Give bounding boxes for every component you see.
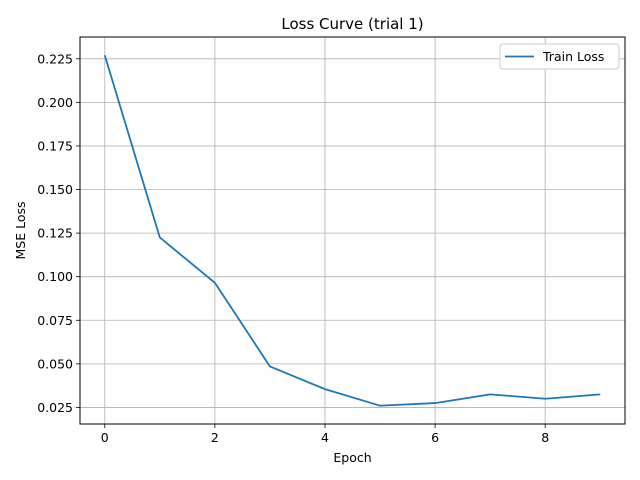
legend: Train Loss [499, 43, 620, 70]
series-line-train-loss [103, 55, 601, 407]
x-tick-label: 0 [101, 430, 109, 445]
legend-box [499, 43, 620, 70]
y-tick-label: 0.075 [37, 313, 73, 328]
y-axis-label: MSE Loss [13, 201, 28, 259]
y-tick-label: 0.175 [37, 138, 73, 153]
grid [80, 37, 625, 424]
y-axis-ticks: 0.025 0.050 0.075 0.100 0.125 0.150 0.175 0.200… [37, 51, 80, 415]
x-tick-label: 6 [431, 430, 439, 445]
x-tick-label: 4 [321, 430, 329, 445]
y-tick-label: 0.150 [37, 182, 73, 197]
y-tick-label: 0.200 [37, 95, 73, 110]
y-tick-label: 0.100 [37, 269, 73, 284]
legend-label: Train Loss [542, 49, 604, 64]
y-tick-label: 0.125 [37, 226, 73, 241]
y-tick-label: 0.025 [37, 400, 73, 415]
x-axis-label: Epoch [333, 450, 371, 465]
plot-frame [79, 36, 626, 425]
y-tick-label: 0.225 [37, 51, 73, 66]
x-tick-label: 8 [541, 430, 549, 445]
x-axis-ticks: 0 2 4 6 8 [101, 424, 549, 445]
y-tick-label: 0.050 [37, 356, 73, 371]
x-tick-label: 2 [211, 430, 219, 445]
chart-title: Loss Curve (trial 1) [281, 15, 423, 33]
series-layer [103, 55, 601, 407]
